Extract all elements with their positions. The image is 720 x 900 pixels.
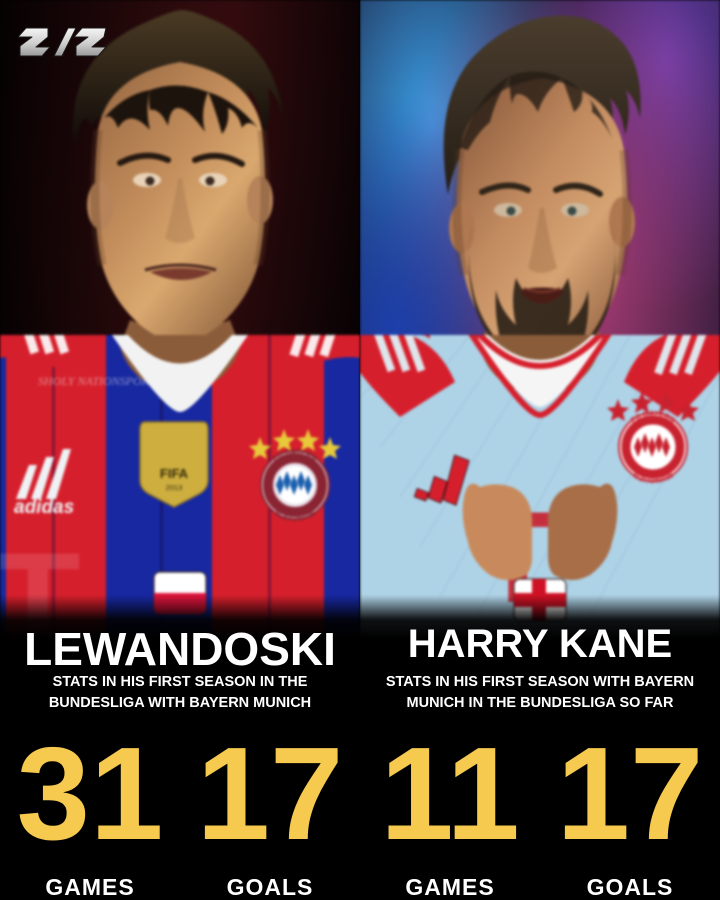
svg-text:SHOLY NATIONSPORTS: SHOLY NATIONSPORTS (38, 374, 162, 388)
svg-text:2013: 2013 (166, 483, 183, 492)
svg-text:FIFA: FIFA (160, 466, 189, 481)
svg-text:adidas: adidas (14, 497, 74, 518)
